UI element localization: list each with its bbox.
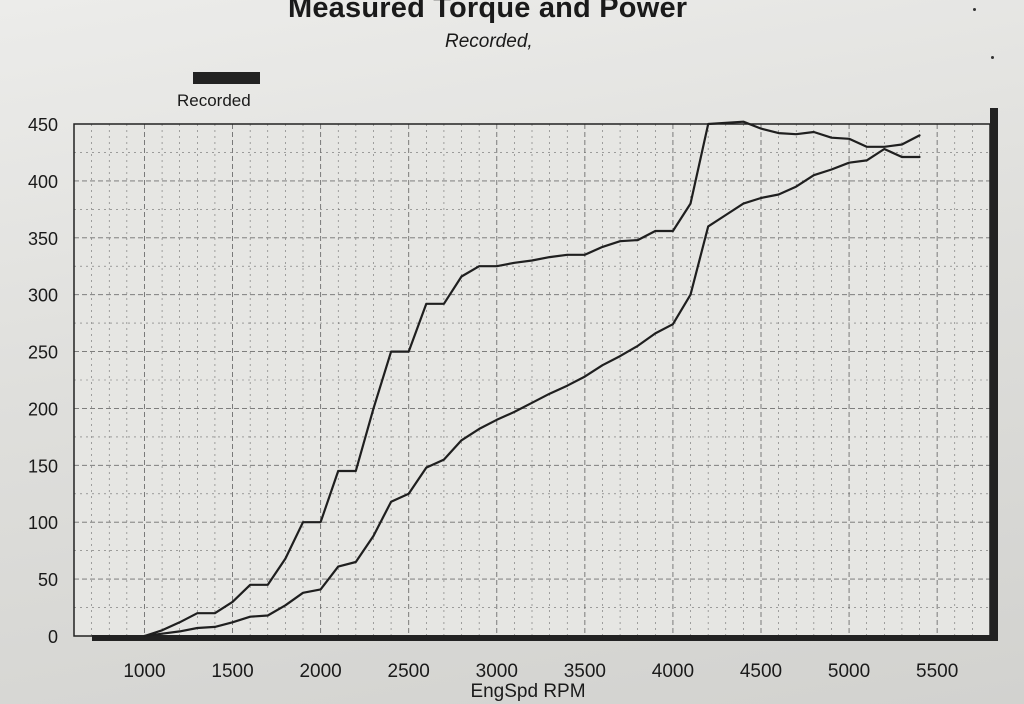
- chart-title: Measured Torque and Power: [288, 0, 688, 24]
- corner-mark: [991, 56, 994, 59]
- series-line-1: [143, 120, 921, 638]
- y-tick-label: 50: [38, 570, 58, 590]
- series-group: [143, 120, 921, 638]
- y-tick-label: 350: [28, 229, 58, 249]
- y-tick-label: 100: [28, 513, 58, 533]
- legend-label: Recorded: [177, 91, 251, 110]
- x-tick-label: 2000: [299, 661, 341, 682]
- y-tick-label: 400: [28, 172, 58, 192]
- x-tick-label: 1500: [211, 661, 253, 682]
- plot-shadow-bottom: [92, 635, 998, 641]
- x-tick-label: 3500: [564, 661, 606, 682]
- x-axis-ticks: 1000 1500 2000 2500 3000 3500 4000 4500 5000 5500: [123, 661, 958, 682]
- plot-frame: [73, 108, 998, 641]
- y-axis-ticks: 0 50 100 150 200 250 300 350 400 450: [28, 115, 58, 647]
- x-tick-label: 5500: [916, 661, 958, 682]
- x-tick-label: 4000: [652, 661, 694, 682]
- x-axis-label: EngSpd RPM: [470, 681, 585, 702]
- x-tick-label: 2500: [388, 661, 430, 682]
- y-tick-label: 200: [28, 399, 58, 419]
- series-line-2: [143, 147, 921, 638]
- plot-shadow-right: [990, 108, 998, 640]
- chart-subtitle: Recorded,: [445, 31, 533, 52]
- x-tick-label: 5000: [828, 661, 870, 682]
- grid: [74, 123, 990, 637]
- y-tick-label: 0: [48, 627, 58, 647]
- legend-swatch: [193, 72, 260, 84]
- corner-mark: [973, 8, 976, 11]
- x-tick-label: 3000: [476, 661, 518, 682]
- y-tick-label: 150: [28, 456, 58, 476]
- x-tick-label: 1000: [123, 661, 165, 682]
- y-tick-label: 300: [28, 286, 58, 306]
- y-tick-label: 250: [28, 343, 58, 363]
- y-tick-label: 450: [28, 115, 58, 135]
- x-tick-label: 4500: [740, 661, 782, 682]
